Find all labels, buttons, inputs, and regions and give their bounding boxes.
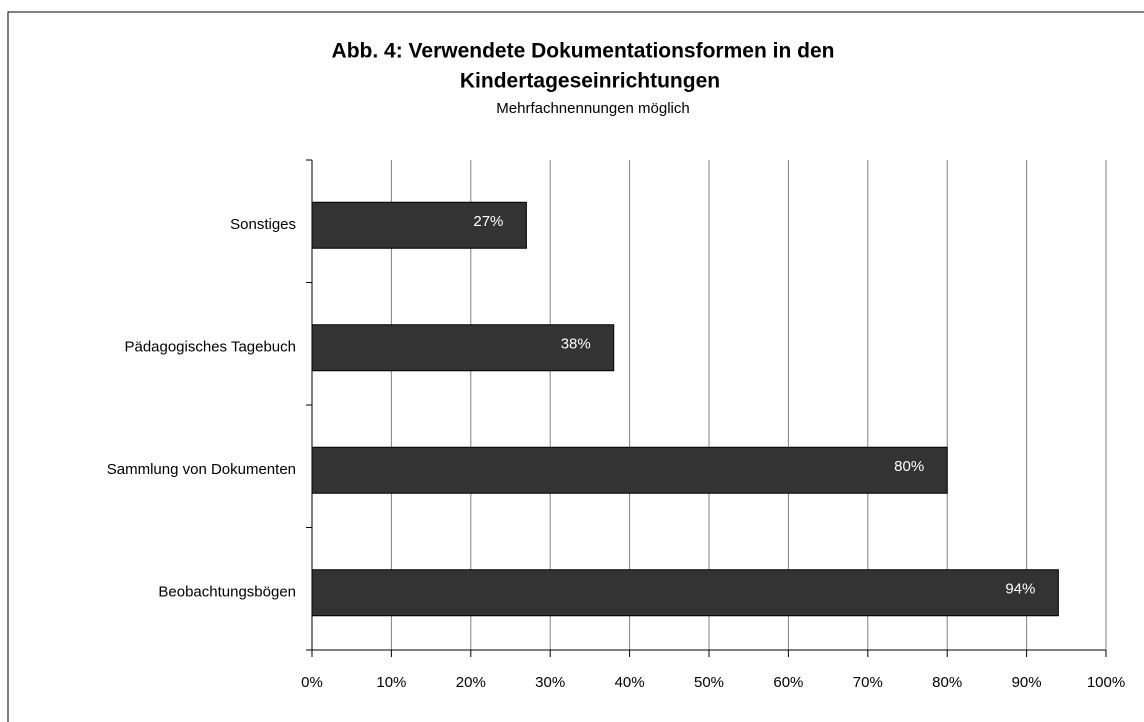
- data-label: 38%: [561, 336, 591, 353]
- x-tick-label: 80%: [932, 674, 962, 691]
- chart-title: Abb. 4: Verwendete Dokumentationsformen …: [332, 40, 835, 63]
- chart-subtitle: Mehrfachnennungen möglich: [496, 100, 689, 117]
- x-tick-label: 0%: [301, 674, 323, 691]
- x-tick-label: 30%: [535, 674, 565, 691]
- data-label: 94%: [1005, 581, 1035, 598]
- y-tick-label: Sonstiges: [230, 216, 296, 233]
- chart-title: Kindertageseinrichtungen: [460, 70, 720, 93]
- x-tick-label: 60%: [773, 674, 803, 691]
- y-tick-label: Beobachtungsbögen: [158, 584, 296, 601]
- x-tick-label: 20%: [456, 674, 486, 691]
- bar: [311, 201, 527, 249]
- y-tick-label: Sammlung von Dokumenten: [107, 461, 296, 478]
- x-tick-label: 10%: [376, 674, 406, 691]
- data-label: 80%: [894, 458, 924, 475]
- x-tick-label: 40%: [615, 674, 645, 691]
- y-tick-label: Pädagogisches Tagebuch: [124, 339, 296, 356]
- x-tick-label: 70%: [853, 674, 883, 691]
- x-tick-label: 90%: [1012, 674, 1042, 691]
- x-tick-label: 50%: [694, 674, 724, 691]
- bar: [311, 324, 615, 372]
- x-tick-label: 100%: [1087, 674, 1125, 691]
- data-label: 27%: [473, 213, 503, 230]
- bar: [311, 569, 1059, 617]
- bar: [311, 446, 948, 494]
